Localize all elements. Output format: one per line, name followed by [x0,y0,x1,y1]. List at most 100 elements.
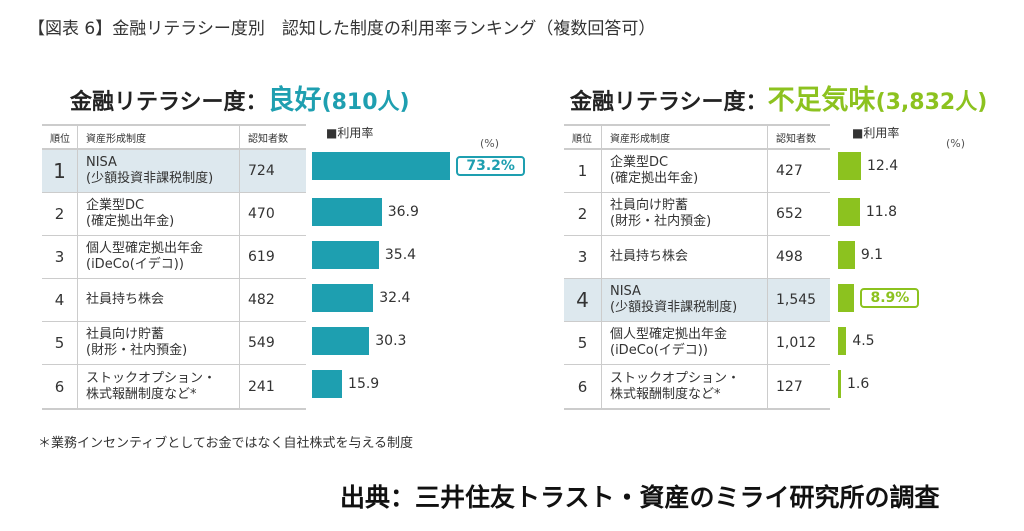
ranking-table: 順位 資産形成制度 認知者数 1 NISA (少額投資非課税制度) 724 2 企業型… [42,124,306,410]
usage-rate-label: 1.6 [847,376,870,392]
figure-title: 【図表 6】金融リテラシー度別 認知した制度の利用率ランキング（複数回答可） [28,19,656,39]
rank-cell: 5 [42,322,78,364]
plan-name-line: (少額投資非課税制度) [610,300,738,315]
rank-cell: 4 [564,279,602,321]
aware-count-cell: 427 [776,163,803,179]
plan-name-cell: ストックオプション・ 株式報酬制度など* [78,365,240,408]
usage-rate-label: 8.9% [860,288,920,308]
plan-name-cell: 企業型DC (確定拠出年金) [602,150,768,192]
panel-title-prefix: 金融リテラシー度： [70,90,268,115]
plan-name-line: 株式報酬制度など* [610,386,721,402]
plan-name-line: 個人型確定拠出年金 [86,241,204,256]
respondent-count: (3,832人) [875,90,988,115]
usage-rate-label: 9.1 [860,247,884,263]
usage-rate-label: 11.8 [865,204,897,220]
plan-name-cell: NISA (少額投資非課税制度) [78,150,240,192]
usage-rate-bar [838,370,841,398]
rank-cell: 3 [564,236,602,278]
usage-rate-label: 73.2% [456,156,525,176]
plan-name-line: 企業型DC [610,155,669,170]
table-row: 1 NISA (少額投資非課税制度) 724 [42,150,306,193]
plan-name-cell: ストックオプション・ 株式報酬制度など* [602,365,768,408]
plan-name-line: (財形・社内預金) [610,214,712,229]
plan-name-line: 社員向け貯蓄 [86,327,165,342]
usage-rate-label: 32.4 [379,290,411,306]
unit-label: (%) [480,137,500,150]
rank-cell: 4 [42,279,78,321]
table-header: 順位 資産形成制度 認知者数 [42,126,306,150]
plan-name-line: (確定拠出年金) [86,214,175,229]
column-header: 資産形成制度 [78,126,240,148]
usage-rate-label: 30.3 [375,333,407,349]
table-header: 順位 資産形成制度 認知者数 [564,126,830,150]
plan-name-line: 企業型DC [86,198,145,213]
usage-rate-label: 35.4 [384,247,417,263]
plan-name-cell: 社員向け貯蓄 (財形・社内預金) [78,322,240,364]
table-row: 4 NISA (少額投資非課税制度) 1,545 [564,279,830,322]
aware-count-cell: 619 [248,249,275,265]
plan-name-line: 社員向け貯蓄 [610,198,689,213]
aware-count-cell: 241 [248,378,275,395]
usage-rate-label: 12.4 [866,158,899,174]
plan-name-line: (iDeCo(イデコ)) [610,343,708,358]
legend-usage-rate: ■利用率 [852,126,900,140]
column-header: 認知者数 [776,133,816,145]
usage-rate-bar [838,241,855,269]
rank-cell: 2 [564,193,602,235]
plan-name-line: ストックオプション・ [86,370,217,386]
table-row: 3 社員持ち株会 498 [564,236,830,279]
usage-rate-bar [312,327,370,355]
rank-cell: 6 [564,365,602,408]
plan-name-line: NISA [610,284,641,299]
table-row: 2 企業型DC (確定拠出年金) 470 [42,193,306,236]
aware-count-cell: 1,545 [776,292,817,308]
plan-name-line: NISA [86,155,117,170]
column-header: 順位 [564,126,602,148]
footnote: ＊業務インセンティブとしてお金ではなく自社株式を与える制度 [38,436,414,451]
ranking-table: 順位 資産形成制度 認知者数 1 企業型DC (確定拠出年金) 427 2 社員向け貯… [564,124,830,410]
usage-rate-bar [312,370,343,398]
table-row: 5 社員向け貯蓄 (財形・社内預金) 549 [42,322,306,365]
table-row: 3 個人型確定拠出年金 (iDeCo(イデコ)) 619 [42,236,306,279]
usage-rate-bar [312,241,379,269]
plan-name-cell: 社員向け貯蓄 (財形・社内預金) [602,193,768,235]
plan-name-cell: 社員持ち株会 [602,236,768,278]
aware-count-cell: 652 [776,206,803,222]
plan-name-line: 社員持ち株会 [610,249,689,264]
usage-rate-label: 4.5 [852,333,875,349]
aware-count-cell: 1,012 [776,335,817,351]
usage-rate-bar [838,327,847,355]
usage-rate-bar [312,284,374,312]
table-row: 6 ストックオプション・ 株式報酬制度など* 127 [564,365,830,408]
rank-cell: 1 [42,150,78,192]
unit-label: (%) [946,137,966,150]
usage-rate-label: 15.9 [348,376,380,392]
panel-title: 金融リテラシー度：良好(810人) [70,78,410,117]
table-row: 4 社員持ち株会 482 [42,279,306,322]
plan-name-line: 社員持ち株会 [86,292,165,307]
column-header: 認知者数 [248,133,288,145]
table-row: 5 個人型確定拠出年金 (iDeCo(イデコ)) 1,012 [564,322,830,365]
usage-rate-bar [838,198,860,226]
aware-count-cell: 470 [248,206,275,222]
literacy-level: 良好 [267,85,322,116]
plan-name-cell: 企業型DC (確定拠出年金) [78,193,240,235]
usage-rate-bar [312,152,451,180]
usage-rate-bar [838,152,861,180]
plan-name-line: 個人型確定拠出年金 [610,327,728,342]
table-row: 6 ストックオプション・ 株式報酬制度など* 241 [42,365,306,408]
usage-rate-bar [312,198,382,226]
respondent-count: (810人) [321,90,410,115]
plan-name-line: (確定拠出年金) [610,171,699,186]
plan-name-line: 株式報酬制度など* [86,386,197,402]
plan-name-line: (少額投資非課税制度) [86,171,214,186]
usage-rate-label: 36.9 [387,204,419,220]
aware-count-cell: 482 [248,292,275,308]
plan-name-line: ストックオプション・ [610,370,741,386]
table-row: 2 社員向け貯蓄 (財形・社内預金) 652 [564,193,830,236]
panel-title: 金融リテラシー度：不足気味(3,832人) [570,78,987,117]
plan-name-cell: NISA (少額投資非課税制度) [602,279,768,321]
rank-cell: 1 [564,150,602,192]
rank-cell: 2 [42,193,78,235]
column-header: 順位 [42,126,78,148]
